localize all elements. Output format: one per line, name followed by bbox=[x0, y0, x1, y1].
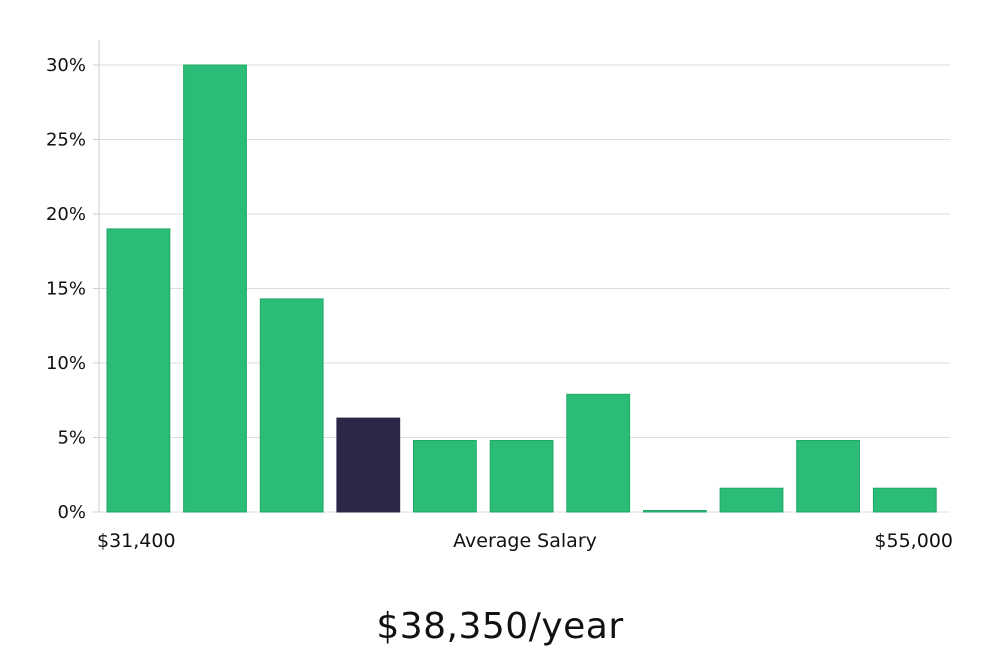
bar bbox=[719, 487, 784, 513]
y-tick-label: 25% bbox=[46, 130, 86, 151]
bar bbox=[872, 487, 937, 513]
y-axis-ticks: 0% 5% 10% 15% 20% 25% 30% bbox=[46, 55, 99, 523]
y-tick-label: 5% bbox=[57, 428, 86, 449]
y-tick-label: 20% bbox=[46, 204, 86, 225]
average-salary-value: $38,350/year bbox=[376, 606, 624, 647]
bar bbox=[489, 440, 554, 513]
bar bbox=[566, 393, 631, 513]
y-tick-label: 30% bbox=[46, 55, 86, 76]
bar bbox=[106, 228, 171, 513]
x-axis-title: Average Salary bbox=[453, 530, 597, 552]
bar-highlighted bbox=[336, 417, 401, 513]
bar bbox=[796, 440, 861, 513]
bars bbox=[106, 64, 937, 513]
y-tick-label: 10% bbox=[46, 353, 86, 374]
bar bbox=[259, 298, 324, 513]
salary-histogram: 0% 5% 10% 15% 20% 25% 30% $31,400 Average Sala… bbox=[46, 40, 953, 552]
x-min-label: $31,400 bbox=[97, 530, 176, 552]
y-tick-label: 15% bbox=[46, 279, 86, 300]
y-tick-label: 0% bbox=[57, 502, 86, 523]
x-max-label: $55,000 bbox=[874, 530, 953, 552]
bar bbox=[413, 440, 477, 513]
bar bbox=[643, 510, 707, 513]
bar bbox=[183, 64, 247, 513]
